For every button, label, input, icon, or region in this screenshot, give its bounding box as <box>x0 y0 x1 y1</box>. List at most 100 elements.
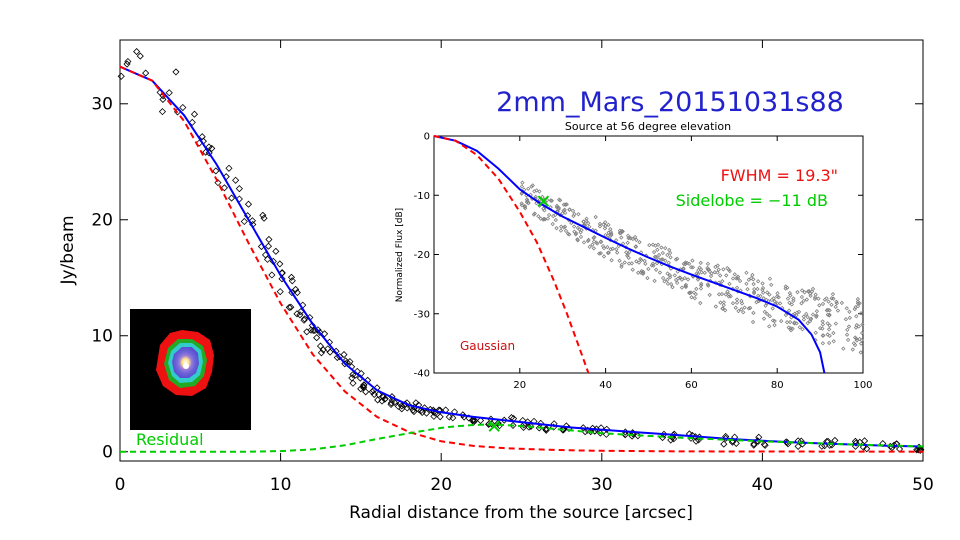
inset-data-point <box>751 289 757 295</box>
inset-x-tick-label: 100 <box>853 380 872 391</box>
inset-data-point <box>563 228 569 234</box>
inset-data-point <box>665 252 670 258</box>
inset-data-point <box>850 347 855 352</box>
inset-data-point <box>801 314 806 319</box>
inset-data-point <box>603 220 608 225</box>
inset-data-point <box>801 317 807 322</box>
main-data-point <box>278 275 286 283</box>
inset-data-point <box>573 232 578 237</box>
inset-data-point <box>608 229 614 235</box>
main-data-point <box>387 399 395 407</box>
inset-data-point <box>858 350 863 355</box>
inset-data-point <box>772 322 777 328</box>
inset-data-point <box>705 267 711 272</box>
inset-data-point <box>685 277 691 282</box>
inset-data-point <box>737 278 743 284</box>
inset-data-point <box>663 245 668 251</box>
inset-data-point <box>653 267 659 272</box>
inset-data-point <box>761 290 766 295</box>
inset-data-point <box>784 320 790 325</box>
main-data-point <box>394 402 402 410</box>
inset-data-point <box>591 239 597 244</box>
inset-data-point <box>739 307 744 312</box>
inset-data-point <box>667 275 673 280</box>
inset-data-point <box>679 285 685 290</box>
inset-data-point <box>652 254 658 260</box>
inset-data-point <box>809 316 814 321</box>
inset-data-point <box>549 198 554 203</box>
inset-data-point <box>639 257 644 263</box>
inset-data-point <box>551 213 556 219</box>
inset-data-point <box>697 265 702 270</box>
inset-data-point <box>650 261 656 266</box>
main-data-point <box>263 255 272 263</box>
main-data-point <box>212 167 220 175</box>
inset-data-point <box>673 257 679 262</box>
inset-data-point <box>804 311 809 317</box>
inset-data-point <box>590 242 595 247</box>
inset-data-point <box>572 229 577 234</box>
inset-data-point <box>827 313 832 318</box>
inset-data-point <box>591 246 597 251</box>
inset-data-point <box>706 267 712 272</box>
inset-data-point <box>619 235 624 240</box>
inset-data-point <box>660 275 666 281</box>
inset-data-point <box>605 244 610 250</box>
inset-data-point <box>786 308 792 313</box>
inset-data-point <box>524 197 530 202</box>
main-data-point <box>321 330 329 338</box>
inset-data-point <box>584 216 589 221</box>
inset-y-tick-label: -40 <box>414 369 430 380</box>
main-data-point <box>326 348 334 356</box>
inset-data-point <box>718 300 723 305</box>
inset-data-point <box>619 264 624 269</box>
inset-data-point <box>520 180 525 185</box>
inset-data-point <box>633 244 639 249</box>
inset-data-point <box>829 302 834 307</box>
inset-data-point <box>765 290 770 295</box>
inset-data-point <box>813 330 818 335</box>
main-data-point <box>188 118 196 126</box>
main-data-point <box>133 48 141 56</box>
inset-data-point <box>559 224 564 229</box>
inset-data-point <box>817 303 822 308</box>
inset-data-point <box>735 274 741 279</box>
main-series-line-2 <box>119 65 924 453</box>
main-data-point <box>288 277 296 285</box>
inset-data-point <box>831 296 836 301</box>
main-data-point <box>285 303 293 311</box>
inset-data-point <box>820 322 826 327</box>
main-data-point <box>445 413 453 421</box>
inset-data-point <box>625 251 630 257</box>
inset-data-point <box>857 336 862 342</box>
inset-data-point <box>533 194 538 200</box>
main-data-point <box>417 406 425 415</box>
main-y-tick-label: 10 <box>91 327 113 347</box>
inset-data-point <box>598 239 604 245</box>
inset-data-point <box>770 318 776 323</box>
inset-data-point <box>603 232 608 238</box>
inset-data-point <box>614 247 619 252</box>
inset-data-point <box>546 212 552 218</box>
residual-label: Residual <box>136 430 204 449</box>
main-data-point <box>861 437 869 445</box>
inset-data-point <box>592 235 597 240</box>
inset-data-point <box>630 267 635 272</box>
main-data-point <box>293 288 301 297</box>
main-y-tick-label: 20 <box>91 211 113 231</box>
inset-data-point <box>619 262 624 267</box>
inset-data-point <box>519 184 525 189</box>
main-x-tick-label: 20 <box>430 475 452 495</box>
inset-data-point <box>795 290 800 295</box>
inset-data-point <box>845 327 850 333</box>
main-data-point <box>520 421 528 429</box>
inset-data-point <box>699 270 704 275</box>
inset-data-point <box>609 258 614 263</box>
inset-data-point <box>586 221 591 226</box>
main-y-tick-label: 0 <box>102 443 113 463</box>
inset-data-point <box>538 216 543 221</box>
inset-data-point <box>834 301 840 306</box>
inset-x-tick-label: 80 <box>771 380 784 391</box>
inset-data-point <box>826 299 831 304</box>
inset-data-point <box>668 250 673 256</box>
